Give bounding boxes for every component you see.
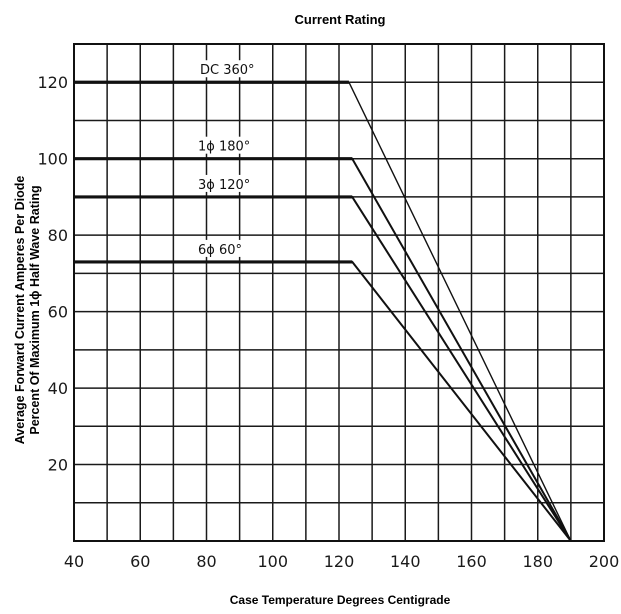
series-line-slope (351, 260, 572, 542)
series-label: 1ϕ 180° (198, 140, 250, 155)
x-tick-label: 40 (64, 552, 84, 571)
y-tick-label: 120 (37, 73, 68, 92)
series-line-slope (351, 195, 572, 542)
x-axis-label: Case Temperature Degrees Centigrade (230, 593, 451, 607)
x-tick-label: 100 (257, 552, 288, 571)
series-label-background (196, 60, 266, 78)
y-tick-label: 80 (48, 226, 68, 245)
tick-labels: 40 60 80 100 120 140 160 180 200 20 40 60 80 100 120 (37, 73, 619, 571)
y-tick-label: 20 (48, 456, 68, 475)
series-label-background (194, 136, 264, 154)
plot-frame (73, 43, 605, 542)
y-tick-label: 100 (37, 150, 68, 169)
series-label-background (194, 239, 264, 257)
series-label-background (194, 174, 264, 192)
y-tick-label: 40 (48, 379, 68, 398)
chart-title: Current Rating (295, 12, 386, 27)
ylabel-group: Average Forward Current Amperes Per Diod… (13, 176, 42, 445)
x-tick-label: 120 (324, 552, 355, 571)
y-axis-label-line2: Percent Of Maximum 1ϕ Half Wave Rating (28, 185, 42, 434)
y-axis-label-line1: Average Forward Current Amperes Per Diod… (13, 176, 27, 445)
grid (73, 43, 605, 542)
series-label: 6ϕ 60° (198, 243, 242, 258)
x-tick-label: 60 (130, 552, 150, 571)
x-tick-label: 160 (456, 552, 487, 571)
series-lines (74, 80, 572, 542)
y-tick-label: 60 (48, 303, 68, 322)
x-tick-label: 140 (390, 552, 421, 571)
series-line-slope (348, 81, 572, 542)
series-label: DC 360° (200, 63, 255, 78)
series-line-slope (351, 157, 572, 542)
series-annotations: DC 360° 1ϕ 180° 3ϕ 120° 6ϕ 60° (194, 60, 266, 258)
x-tick-label: 80 (196, 552, 216, 571)
series-label: 3ϕ 120° (198, 178, 250, 193)
x-tick-label: 180 (522, 552, 553, 571)
x-tick-label: 200 (589, 552, 620, 571)
